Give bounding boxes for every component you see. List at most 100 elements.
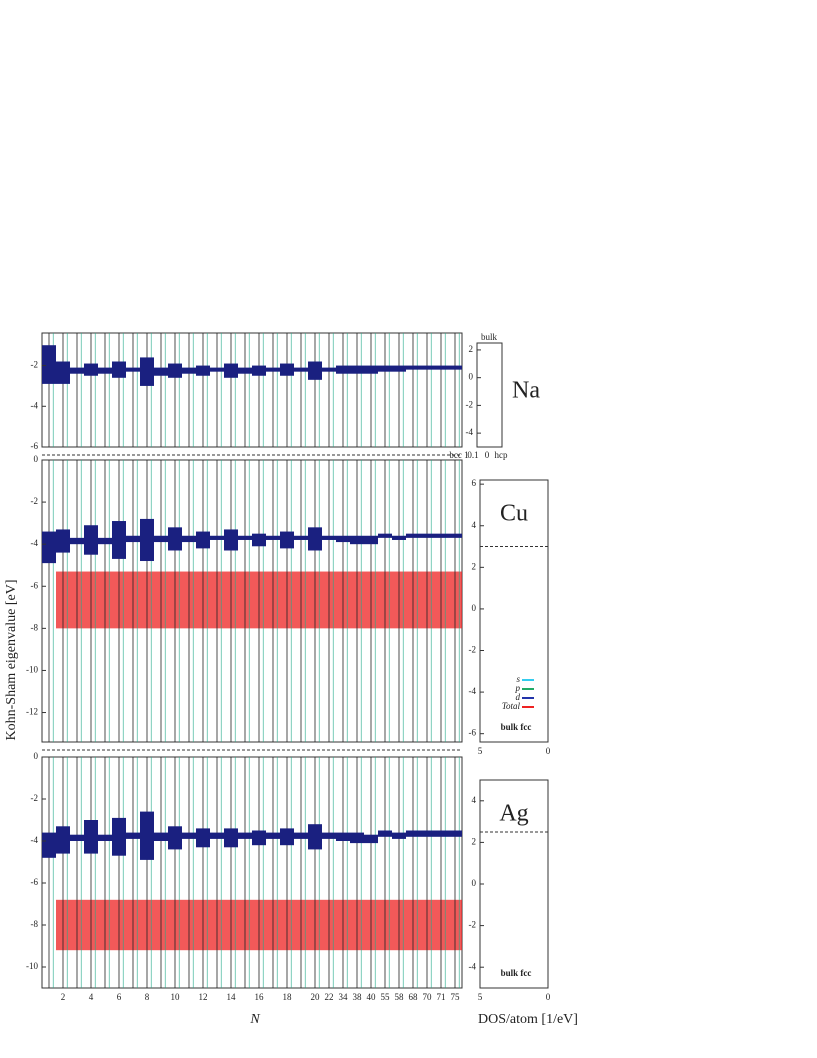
homo-lumo-block (294, 535, 308, 540)
x-tick-label: 55 (381, 992, 391, 1002)
homo-lumo-block (364, 365, 378, 374)
homo-lumo-block (252, 365, 266, 376)
homo-lumo-block (266, 535, 280, 540)
homo-lumo-block (70, 834, 84, 841)
x-tick-label: 71 (437, 992, 446, 1002)
homo-lumo-block (42, 531, 56, 564)
homo-lumo-block (196, 531, 210, 549)
homo-lumo-block (420, 830, 434, 837)
x-tick-label: 12 (199, 992, 208, 1002)
homo-lumo-block (378, 830, 392, 837)
homo-lumo-block (378, 533, 392, 538)
homo-lumo-block (448, 365, 462, 370)
homo-lumo-block (420, 533, 434, 538)
homo-lumo-block (280, 828, 294, 846)
homo-lumo-block (140, 518, 154, 562)
legend-label: Total (502, 701, 521, 711)
homo-lumo-block (406, 533, 420, 538)
element-label: Cu (500, 501, 528, 527)
homo-lumo-block (84, 820, 98, 854)
homo-lumo-block (56, 361, 70, 384)
homo-lumo-block (182, 367, 196, 374)
homo-lumo-block (252, 830, 266, 846)
y-tick-label: -4 (469, 686, 477, 696)
x-tick-label: 2 (61, 992, 66, 1002)
homo-lumo-block (448, 830, 462, 837)
x-axis-label: DOS/atom [1/eV] (478, 1012, 578, 1027)
homo-lumo-block (84, 363, 98, 376)
homo-lumo-block (224, 529, 238, 551)
y-tick-label: -2 (466, 399, 474, 409)
y-tick-label: -2 (31, 496, 39, 506)
dos-bottom-label: 0 (485, 450, 490, 460)
bulk-note: bulk fcc (501, 968, 532, 978)
y-tick-label: 0 (34, 751, 39, 761)
y-tick-label: 0 (472, 603, 477, 613)
x-tick-label: 4 (89, 992, 94, 1002)
homo-lumo-block (196, 828, 210, 848)
x-tick-label: 38 (353, 992, 363, 1002)
x-tick-label: 10 (171, 992, 181, 1002)
x-tick-label: 40 (367, 992, 377, 1002)
homo-lumo-block (182, 535, 196, 543)
homo-lumo-block (154, 832, 168, 841)
homo-lumo-block (308, 527, 322, 551)
y-tick-label: -4 (31, 835, 39, 845)
homo-lumo-block (434, 830, 448, 837)
homo-lumo-block (210, 832, 224, 839)
homo-lumo-block (224, 828, 238, 848)
y-tick-label: 0 (34, 454, 39, 464)
homo-lumo-block (280, 363, 294, 376)
y-tick-label: -12 (26, 707, 38, 717)
homo-lumo-block (434, 533, 448, 538)
homo-lumo-block (280, 531, 294, 549)
homo-lumo-block (84, 525, 98, 555)
x-tick-label: 16 (255, 992, 265, 1002)
homo-lumo-block (392, 365, 406, 372)
x-tick-label: 0 (546, 746, 551, 756)
dos-bottom-label: hcp (495, 450, 508, 460)
legend-label: p (515, 683, 521, 693)
y-tick-label: -6 (469, 728, 477, 738)
x-tick-label: 58 (395, 992, 405, 1002)
x-tick-label: 18 (283, 992, 293, 1002)
homo-lumo-block (364, 535, 378, 545)
y-tick-label: -10 (26, 961, 38, 971)
x-tick-label: 5 (478, 746, 483, 756)
x-axis-label: N (249, 1012, 260, 1027)
homo-lumo-block (364, 834, 378, 844)
homo-lumo-block (238, 832, 252, 839)
homo-lumo-block (168, 527, 182, 551)
y-tick-label: -10 (26, 665, 38, 675)
homo-lumo-block (238, 535, 252, 540)
dos-top-label: bulk (481, 332, 498, 342)
homo-lumo-block (322, 535, 336, 540)
homo-lumo-block (126, 832, 140, 839)
homo-lumo-block (182, 832, 196, 839)
y-tick-label: -2 (31, 793, 39, 803)
homo-lumo-block (210, 535, 224, 540)
y-tick-label: 0 (469, 372, 474, 382)
homo-lumo-block (350, 365, 364, 374)
plot-frame (476, 342, 503, 448)
homo-lumo-block (112, 521, 126, 559)
y-tick-label: 0 (472, 878, 477, 888)
homo-lumo-block (448, 533, 462, 538)
y-tick-label: 6 (472, 478, 477, 488)
homo-lumo-block (126, 535, 140, 543)
y-tick-label: -6 (31, 441, 39, 451)
y-tick-label: 2 (472, 561, 477, 571)
homo-lumo-block (308, 361, 322, 380)
homo-lumo-block (112, 361, 126, 378)
y-tick-label: -6 (31, 580, 39, 590)
y-tick-label: -8 (31, 919, 39, 929)
homo-lumo-block (406, 365, 420, 370)
homo-lumo-block (140, 357, 154, 386)
y-tick-label: -8 (31, 622, 39, 632)
homo-lumo-block (98, 537, 112, 545)
homo-lumo-block (224, 363, 238, 378)
homo-lumo-block (294, 832, 308, 839)
homo-lumo-block (42, 832, 56, 858)
y-tick-label: 4 (472, 795, 477, 805)
y-tick-label: -6 (31, 877, 39, 887)
